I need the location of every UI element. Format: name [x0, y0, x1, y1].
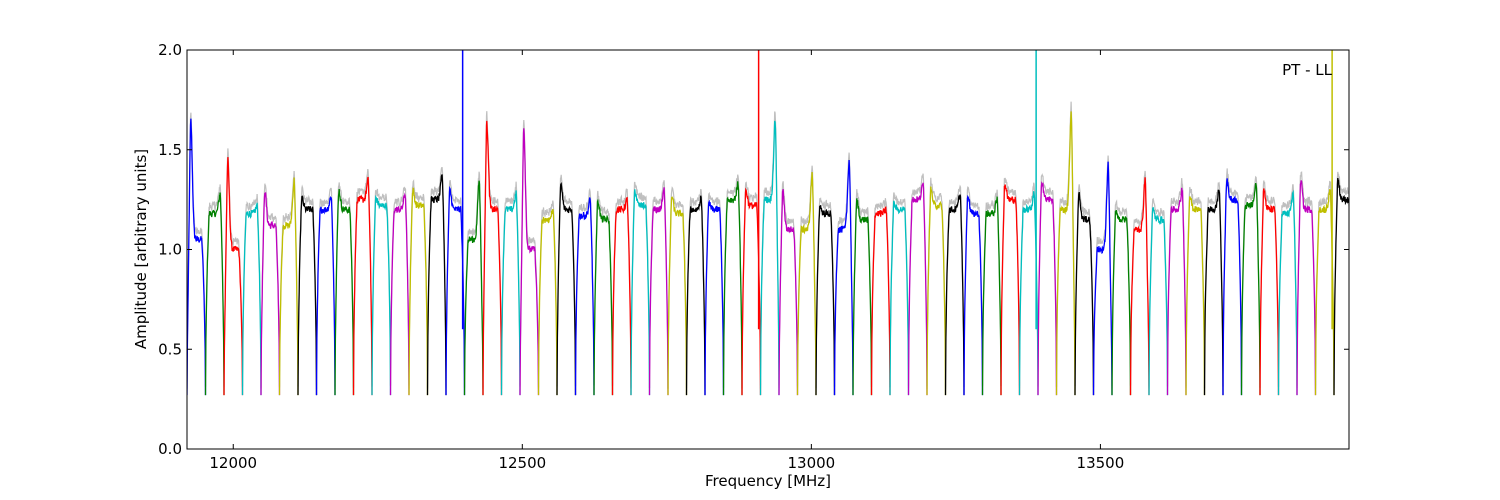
channel-line	[1259, 188, 1280, 396]
channel-line	[1277, 189, 1298, 396]
y-axis-ticks: 0.0 0.5 1.0 1.5 2.0	[158, 41, 1349, 458]
channel-line	[1129, 177, 1150, 396]
channel-line	[611, 196, 632, 396]
channel-line	[334, 189, 355, 396]
channel-line	[1000, 184, 1021, 396]
y-tick-label: 2.0	[158, 41, 182, 59]
channel-series	[187, 50, 1349, 396]
channel-line	[722, 181, 743, 396]
channel-line	[1111, 209, 1132, 396]
channel-line	[315, 195, 336, 396]
channel-line	[1074, 191, 1095, 396]
y-axis-label: Amplitude [arbitrary units]	[132, 149, 150, 349]
x-tick-label: 12500	[498, 454, 546, 472]
channel-line	[482, 120, 503, 396]
channel-line	[1148, 206, 1169, 396]
channel-line	[833, 159, 854, 396]
channel-line	[574, 197, 595, 396]
channel-line	[1037, 181, 1058, 396]
x-axis-ticks: 12000 12500 13000 13500	[209, 50, 1124, 472]
channel-line	[1166, 187, 1187, 396]
channel-line	[704, 199, 725, 396]
channel-line	[352, 176, 373, 396]
y-tick-label: 0.0	[158, 440, 182, 458]
channel-line	[241, 202, 262, 396]
channel-line	[408, 187, 429, 396]
channel-line	[1240, 182, 1261, 396]
channel-line	[204, 192, 225, 396]
channel-line	[815, 205, 836, 396]
channel-line	[1296, 180, 1317, 396]
channel-line	[426, 174, 447, 396]
channel-line	[389, 192, 410, 396]
channel-line	[556, 181, 577, 396]
x-axis-label: Frequency [MHz]	[705, 472, 831, 490]
plot-area	[187, 50, 1349, 449]
x-tick-label: 13500	[1077, 454, 1125, 472]
channel-line	[648, 187, 669, 396]
channel-line	[1333, 178, 1349, 396]
channel-line	[537, 208, 558, 396]
channel-line	[1222, 178, 1243, 396]
channel-line	[223, 157, 244, 396]
channel-line	[926, 186, 947, 396]
channel-line	[1092, 161, 1113, 396]
channel-line	[463, 180, 484, 396]
channel-line	[278, 177, 299, 396]
x-tick-label: 13000	[787, 454, 835, 472]
channel-line	[445, 185, 466, 396]
channel-line	[519, 128, 540, 396]
channel-line	[852, 198, 873, 396]
channel-line	[889, 200, 910, 396]
channel-line	[981, 196, 1002, 396]
channel-line	[870, 206, 891, 396]
channel-line	[944, 194, 965, 396]
x-tick-label: 12000	[209, 454, 257, 472]
y-tick-label: 1.0	[158, 241, 182, 259]
channel-line	[796, 171, 817, 396]
channel-line	[1018, 191, 1039, 396]
channel-line	[187, 118, 207, 396]
channel-line	[260, 192, 281, 396]
annotation-label: PT - LL	[1282, 61, 1333, 79]
channel-line	[371, 194, 392, 396]
channel-line	[1185, 196, 1206, 396]
channel-line	[500, 190, 521, 396]
channel-line	[667, 196, 688, 396]
channel-line	[1314, 188, 1335, 396]
channel-line	[1203, 189, 1224, 396]
channel-line	[297, 195, 318, 396]
channel-line	[685, 195, 706, 396]
channel-line	[907, 182, 928, 396]
y-tick-label: 1.5	[158, 141, 182, 159]
channel-line	[963, 194, 984, 396]
channel-line	[741, 187, 762, 396]
channel-line	[778, 189, 799, 396]
channel-line	[630, 189, 651, 396]
channel-line	[1055, 111, 1076, 396]
channel-line	[759, 120, 780, 396]
y-tick-label: 0.5	[158, 340, 182, 358]
channel-line	[593, 198, 614, 396]
